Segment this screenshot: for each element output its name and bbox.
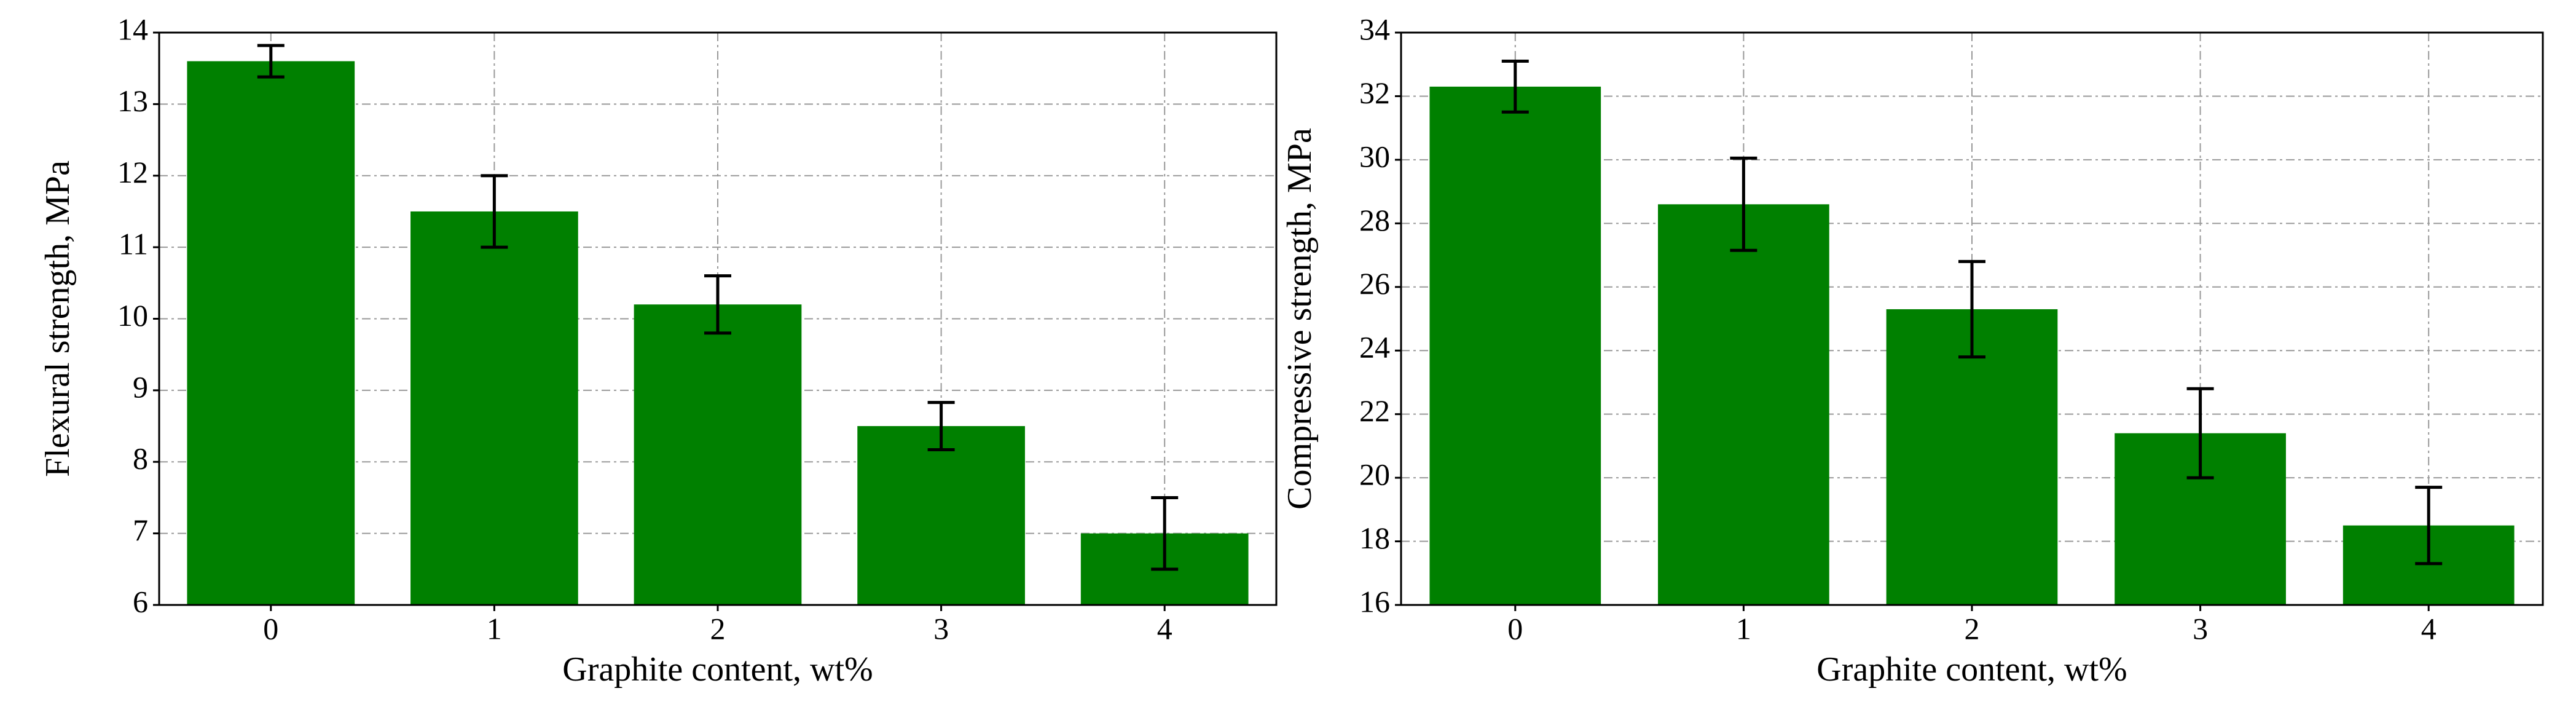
x-tick-label: 0 [263,611,278,646]
y-tick-label: 11 [119,227,148,261]
x-tick-label: 4 [2421,611,2437,646]
y-tick-label: 22 [1359,393,1390,428]
y-tick-label: 8 [133,441,148,476]
y-tick-label: 20 [1359,457,1390,492]
plot-frame [1400,31,2544,606]
y-tick-label: 12 [117,155,148,189]
x-tick-label: 2 [1965,611,1980,646]
x-tick-label: 1 [1736,611,1751,646]
y-tick-label: 9 [133,369,148,404]
y-tick-label: 10 [117,298,148,333]
bar [857,426,1025,605]
plot-frame [158,31,1278,606]
y-tick-label: 7 [133,513,148,547]
y-axis-label: Flexural strength, MPa [39,160,77,477]
y-tick-label: 32 [1359,76,1390,110]
x-tick-label: 4 [1157,611,1172,646]
y-axis-label: Compressive strength, MPa [1281,128,1319,510]
bar [1658,204,1829,605]
y-tick-label: 30 [1359,139,1390,173]
x-axis-label: Graphite content, wt% [562,650,873,689]
y-tick-label: 14 [117,12,148,46]
bar [187,61,355,606]
bar [410,211,578,605]
y-tick-label: 18 [1359,521,1390,555]
y-tick-label: 34 [1359,12,1390,46]
y-tick-label: 6 [133,584,148,618]
x-tick-label: 3 [933,611,949,646]
x-tick-label: 2 [710,611,726,646]
bar [634,304,802,605]
y-tick-label: 26 [1359,266,1390,301]
x-tick-label: 1 [487,611,502,646]
x-tick-label: 0 [1507,611,1523,646]
bar [1429,86,1601,605]
x-tick-label: 3 [2193,611,2208,646]
y-tick-label: 13 [117,84,148,118]
bar [1886,309,2058,605]
y-tick-label: 16 [1359,584,1390,618]
x-axis-label: Graphite content, wt% [1816,650,2127,689]
y-tick-label: 28 [1359,203,1390,237]
y-tick-label: 24 [1359,330,1390,365]
